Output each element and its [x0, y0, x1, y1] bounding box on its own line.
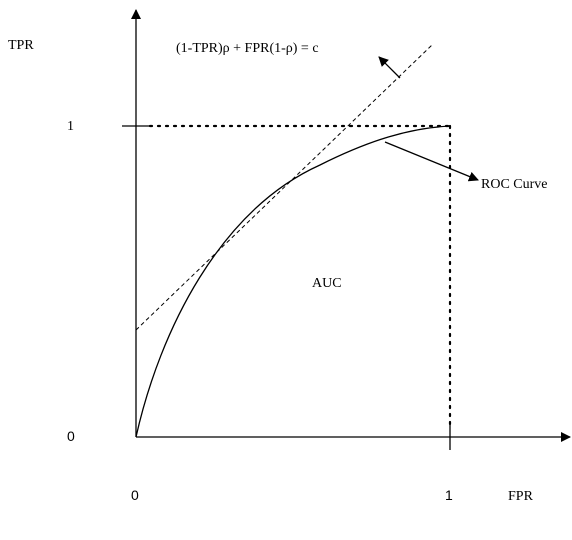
roc-label-pointer-arrow — [384, 141, 479, 182]
x-axis-label: FPR — [508, 489, 534, 504]
iso-performance-line — [135, 44, 433, 331]
x-tick-zero-label: 0 — [131, 487, 139, 503]
y-axis-label: TPR — [8, 38, 34, 53]
y-tick-one-label: 1 — [67, 119, 74, 134]
iso-line-normal-arrow — [378, 56, 401, 79]
auc-label: AUC — [312, 276, 342, 291]
x-tick-one-label: 1 — [445, 487, 453, 503]
iso-line-equation: (1-TPR)ρ + FPR(1-ρ) = c — [176, 41, 319, 56]
roc-curve — [135, 125, 451, 438]
y-tick-zero-label: 0 — [67, 428, 75, 444]
roc-curve-label: ROC Curve — [481, 177, 548, 192]
